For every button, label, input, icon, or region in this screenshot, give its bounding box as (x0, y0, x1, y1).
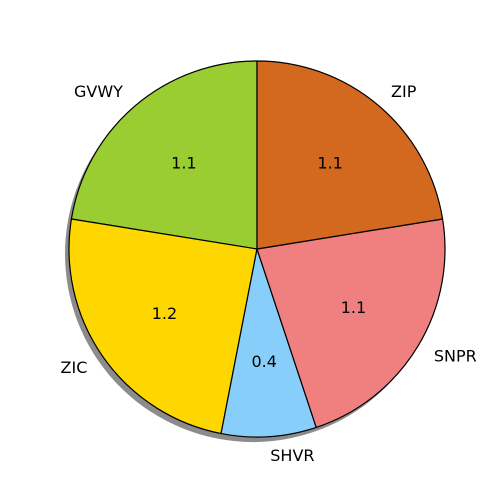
slice-label-snpr: SNPR (434, 347, 477, 366)
slice-label-gvwy: GVWY (74, 82, 123, 101)
slice-label-zip: ZIP (391, 82, 417, 101)
slice-value-label-gvwy: 1.1 (171, 154, 196, 173)
slice-value-label-zip: 1.1 (317, 154, 342, 173)
slice-value-label-shvr: 0.4 (252, 352, 277, 371)
slice-value-label-zic: 1.2 (152, 304, 177, 323)
slice-label-zic: ZIC (61, 358, 88, 377)
slice-value-label-snpr: 1.1 (341, 298, 366, 317)
pie-slice-layer (69, 61, 445, 437)
slice-label-shvr: SHVR (270, 446, 314, 465)
